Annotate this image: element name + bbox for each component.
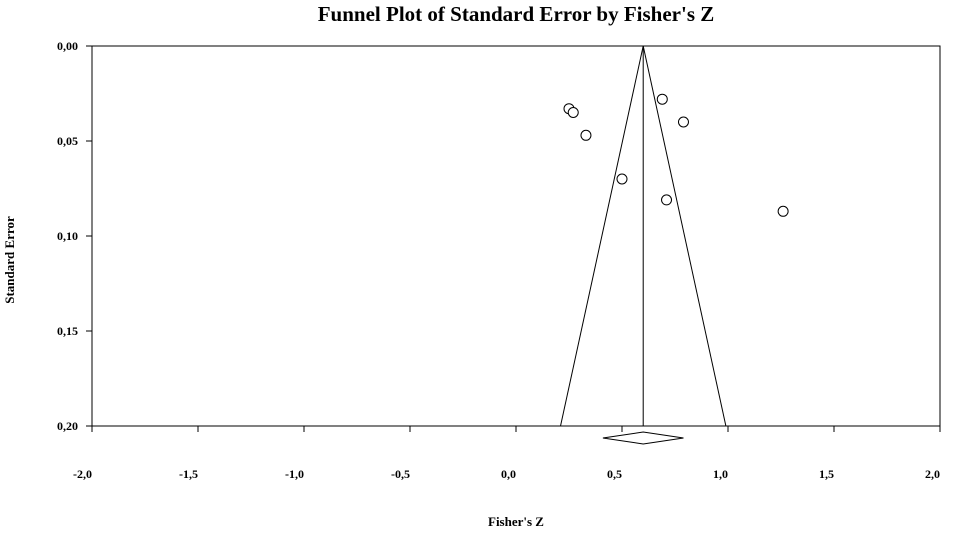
x-axis-ticks: -2,0 -1,5 -1,0 -0,5 0,0 0,5 1,0 1,5 2,0 — [73, 426, 941, 481]
funnel-right-line — [642, 45, 727, 427]
chart-title: Funnel Plot of Standard Error by Fisher'… — [318, 2, 715, 26]
study-point — [661, 194, 673, 206]
summary-diamond — [602, 431, 684, 445]
study-point — [777, 205, 789, 217]
x-axis-label: Fisher's Z — [488, 514, 544, 529]
data-points — [563, 93, 789, 217]
plot-frame — [91, 45, 941, 427]
x-tick-label: -2,0 — [73, 467, 92, 481]
x-tick-label: 2,0 — [925, 467, 940, 481]
funnel-lines — [560, 45, 727, 427]
x-tick-label: 0,0 — [501, 467, 516, 481]
funnel-left-line — [560, 45, 644, 427]
summary-diamond-group — [602, 431, 684, 445]
x-tick-label: 1,0 — [713, 467, 728, 481]
study-point — [567, 107, 579, 118]
y-tick-label: 0,15 — [57, 324, 78, 338]
study-point — [616, 173, 628, 185]
study-point — [677, 116, 689, 128]
y-tick-label: 0,05 — [57, 134, 78, 148]
y-tick-label: 0,20 — [57, 419, 78, 433]
x-tick-label: -0,5 — [391, 467, 410, 481]
x-tick-label: 1,5 — [819, 467, 834, 481]
x-tick-label: -1,0 — [285, 467, 304, 481]
study-point — [580, 129, 592, 141]
x-tick-label: -1,5 — [179, 467, 198, 481]
y-tick-label: 0,10 — [57, 229, 78, 243]
y-axis-label: Standard Error — [2, 216, 17, 304]
y-axis-ticks: 0,00 0,05 0,10 0,15 0,20 — [57, 39, 92, 433]
y-tick-label: 0,00 — [57, 39, 78, 53]
x-tick-label: 0,5 — [607, 467, 622, 481]
study-point — [656, 93, 668, 105]
